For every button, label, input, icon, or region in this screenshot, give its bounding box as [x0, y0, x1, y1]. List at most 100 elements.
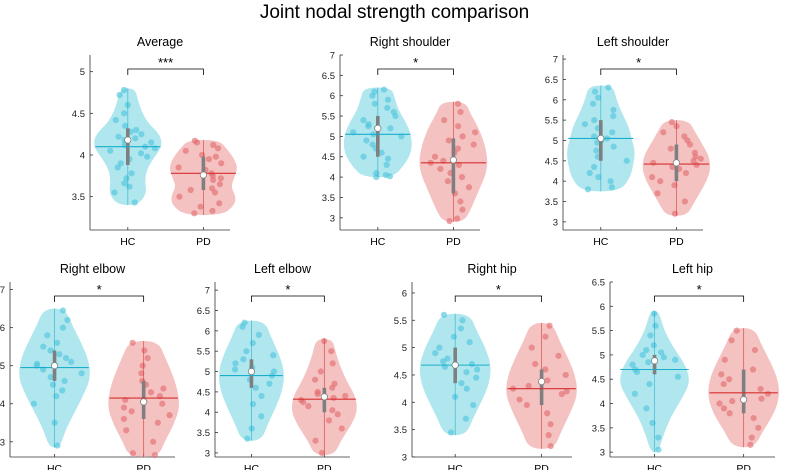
y-tick-label: 5.5 — [322, 112, 335, 123]
pd-data-point — [516, 396, 523, 403]
pd-data-point — [151, 451, 158, 459]
y-tick-label: 3.5 — [394, 425, 407, 436]
pd-data-point — [562, 371, 569, 379]
hc-data-point — [590, 163, 598, 171]
significance-label: * — [697, 282, 702, 297]
pd-data-point — [128, 408, 135, 415]
pd-data-point — [716, 400, 723, 407]
hc-data-point — [30, 400, 38, 407]
y-tick-label: 5 — [330, 132, 335, 143]
pd-data-point — [330, 394, 337, 402]
pd-data-point — [542, 333, 549, 340]
hc-data-point — [111, 189, 118, 196]
hc-data-point — [107, 147, 114, 154]
hc-data-point — [459, 317, 466, 324]
pd-data-point — [681, 198, 689, 205]
pd-data-point — [750, 415, 757, 422]
pd-data-point — [312, 437, 319, 444]
pd-data-point — [318, 449, 326, 457]
hc-data-point — [655, 434, 662, 441]
hc-data-point — [123, 175, 130, 182]
y-tick-label: 6 — [553, 95, 558, 106]
hc-data-point — [610, 143, 617, 150]
pd-data-point — [459, 206, 466, 213]
pd-data-point — [764, 390, 772, 397]
hc-data-point — [447, 429, 455, 436]
hc-data-point — [650, 342, 657, 349]
pd-data-point — [733, 327, 740, 334]
hc-data-point — [651, 310, 658, 317]
significance-bracket — [654, 295, 745, 302]
pd-data-point — [650, 159, 657, 166]
hc-data-point — [390, 108, 397, 116]
panel-title: Right elbow — [60, 262, 126, 276]
hc-data-point — [49, 381, 57, 388]
pd-data-point — [528, 344, 535, 351]
pd-data-point — [197, 203, 204, 210]
hc-data-point — [33, 360, 41, 367]
y-tick-label: 3.5 — [545, 197, 558, 208]
pd-data-point — [697, 155, 704, 162]
pd-data-point — [749, 366, 757, 373]
y-tick-label: 5 — [553, 136, 558, 147]
hc-data-point — [470, 401, 477, 409]
hc-data-point — [371, 88, 378, 95]
significance-label: * — [413, 55, 418, 70]
hc-data-point — [444, 355, 451, 362]
pd-data-point — [150, 438, 157, 445]
pd-data-point — [720, 405, 728, 412]
hc-data-point — [660, 354, 668, 361]
pd-data-point — [214, 145, 222, 152]
pd-data-point — [209, 207, 216, 214]
significance-bracket — [54, 295, 145, 302]
x-tick-label: PD — [446, 236, 461, 248]
pd-data-point — [139, 362, 146, 369]
y-tick-label: 5 — [402, 343, 407, 354]
y-tick-label: 5 — [0, 361, 5, 372]
pd-data-point — [120, 415, 128, 423]
hc-data-point — [646, 380, 653, 388]
y-tick-label: 4 — [205, 408, 210, 419]
pd-data-point — [525, 382, 532, 390]
pd-data-point — [176, 193, 183, 200]
pd-data-point — [455, 123, 462, 130]
hc-data-point — [231, 366, 239, 373]
pd-data-point — [649, 173, 656, 181]
y-tick-label: 4 — [0, 399, 5, 410]
pd-data-point — [182, 147, 189, 154]
hc-data-point — [595, 173, 602, 181]
chart-panel: Right hip 3 3.5 4 4.5 5 5.5 6 HC PD * — [394, 262, 577, 470]
y-tick-label: 4.5 — [394, 370, 407, 381]
hc-data-point — [474, 366, 481, 373]
pd-data-point — [216, 200, 223, 207]
chart-panel: Left elbow 3 3.5 4 4.5 5 5.5 6 6.5 7 HC PD * — [197, 262, 357, 470]
x-tick-label: PD — [136, 463, 151, 470]
hc-data-point — [244, 435, 251, 442]
pd-data-point — [147, 389, 155, 396]
pd-data-point — [532, 360, 539, 368]
hc-data-point — [120, 110, 128, 117]
hc-data-point — [137, 150, 145, 157]
pd-data-point — [160, 385, 167, 392]
pd-data-point — [547, 442, 554, 450]
hc-data-point — [232, 360, 239, 367]
pd-data-point — [311, 376, 319, 383]
y-tick-label: 6.5 — [545, 75, 558, 86]
y-tick-label: 6 — [600, 302, 605, 313]
median-marker — [597, 134, 605, 143]
hc-data-point — [252, 384, 259, 391]
y-tick-label: 3 — [600, 448, 605, 459]
hc-data-point — [54, 442, 61, 449]
hc-data-point — [126, 183, 133, 190]
panel-title: Left shoulder — [597, 35, 669, 49]
pd-data-point — [166, 412, 173, 419]
pd-data-point — [314, 388, 321, 395]
y-tick-label: 3 — [0, 437, 5, 448]
pd-data-point — [154, 419, 161, 426]
hc-data-point — [270, 352, 277, 359]
pd-data-point — [458, 173, 466, 181]
hc-data-point — [590, 100, 597, 107]
pd-data-point — [547, 421, 554, 428]
hc-data-point — [462, 415, 469, 422]
